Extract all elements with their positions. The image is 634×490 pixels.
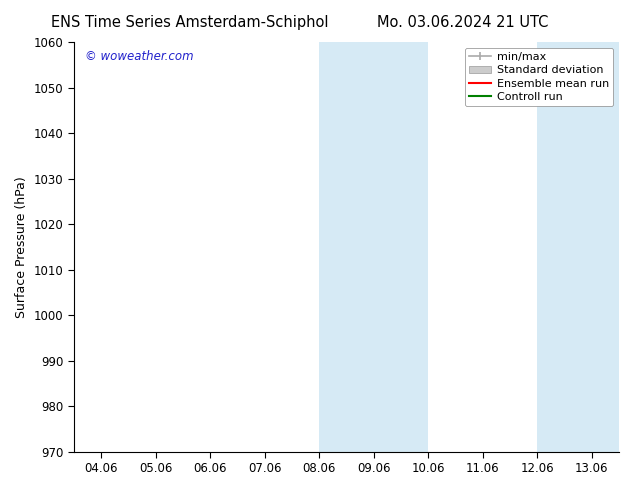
Legend: min/max, Standard deviation, Ensemble mean run, Controll run: min/max, Standard deviation, Ensemble me…: [465, 48, 614, 106]
Text: ENS Time Series Amsterdam-Schiphol: ENS Time Series Amsterdam-Schiphol: [51, 15, 329, 30]
Bar: [537, 42, 619, 452]
Text: Mo. 03.06.2024 21 UTC: Mo. 03.06.2024 21 UTC: [377, 15, 548, 30]
Text: © woweather.com: © woweather.com: [84, 50, 193, 63]
Y-axis label: Surface Pressure (hPa): Surface Pressure (hPa): [15, 176, 28, 318]
Bar: [319, 42, 428, 452]
